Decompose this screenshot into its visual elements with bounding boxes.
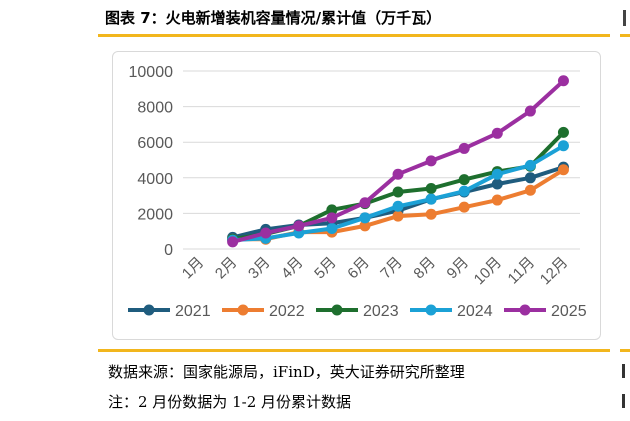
legend-swatch-marker [519, 304, 531, 316]
data-point [359, 212, 371, 224]
data-point [524, 159, 536, 171]
data-point [392, 186, 404, 198]
series-lines [227, 75, 569, 248]
y-tick-label: 2000 [137, 206, 173, 223]
data-point [458, 185, 470, 197]
legend-swatch-marker [331, 304, 343, 316]
y-tick-label: 8000 [137, 100, 173, 117]
data-point [326, 223, 338, 235]
data-point [491, 168, 503, 180]
legend-entry-2022: 2022 [222, 303, 305, 320]
legend-swatch-marker [143, 304, 155, 316]
data-point [293, 220, 305, 232]
x-tick-label: 9月 [444, 254, 473, 283]
y-tick-label: 10000 [129, 64, 174, 81]
legend-swatch-marker [237, 304, 249, 316]
legend-label: 2024 [457, 303, 493, 320]
x-tick-label: 10月 [471, 254, 505, 288]
data-point [425, 155, 437, 167]
data-point [359, 220, 371, 232]
data-point [491, 178, 503, 190]
data-point [425, 208, 437, 220]
line-chart: 0 2000 4000 6000 8000 10000 1月 2月 3月 4月 5月 6月 7月 8月 9… [128, 64, 587, 320]
y-tick-label: 6000 [137, 135, 173, 152]
series-2025 [227, 75, 569, 248]
data-point [326, 212, 338, 224]
data-point [557, 75, 569, 87]
data-point [458, 201, 470, 213]
data-point [491, 194, 503, 206]
data-point [425, 182, 437, 194]
data-point [359, 197, 371, 209]
x-tick-label: 7月 [377, 254, 406, 283]
y-tick-label: 0 [164, 242, 173, 259]
figure-title: 图表 7：火电新增装机容量情况/累计值（万千瓦） [105, 9, 442, 27]
data-point [392, 200, 404, 212]
x-tick-label: 2月 [212, 254, 241, 283]
title-rule [98, 34, 610, 37]
data-point [392, 168, 404, 180]
data-point [425, 193, 437, 205]
data-point [260, 227, 272, 239]
x-tick-label: 8月 [410, 254, 439, 283]
x-tick-label: 1月 [179, 254, 208, 283]
x-tick-label: 3月 [245, 254, 274, 283]
legend-label: 2023 [363, 303, 399, 320]
legend-swatch-marker [425, 304, 437, 316]
x-tick-label: 12月 [537, 254, 571, 288]
source-rule [98, 349, 610, 352]
data-point [326, 204, 338, 216]
legend-entry-2024: 2024 [410, 303, 493, 320]
data-point [458, 142, 470, 154]
title-rule-adjacent [620, 34, 630, 37]
x-tick-label: 11月 [505, 254, 539, 288]
data-point [524, 184, 536, 196]
legend-label: 2021 [175, 303, 211, 320]
data-point [557, 140, 569, 152]
series-line [230, 130, 566, 242]
chart-frame: 0 2000 4000 6000 8000 10000 1月 2月 3月 4月 5月 6月 7月 8月 9… [112, 51, 601, 340]
legend-entry-2025: 2025 [504, 303, 587, 320]
adjacent-column-glyph [622, 394, 630, 408]
legend-entry-2021: 2021 [128, 303, 211, 320]
legend-label: 2022 [269, 303, 305, 320]
legend: 2021 2022 2023 2024 2025 [128, 303, 587, 320]
series-2024 [227, 140, 569, 246]
data-point [557, 126, 569, 138]
data-point [491, 127, 503, 139]
adjacent-column-glyph [622, 364, 630, 378]
y-axis-tick-labels: 0 2000 4000 6000 8000 10000 [129, 64, 174, 259]
x-tick-label: 4月 [278, 254, 307, 283]
data-point [458, 174, 470, 186]
data-point [227, 236, 239, 248]
x-tick-label: 6月 [344, 254, 373, 283]
data-source-note: 数据来源：国家能源局，iFinD，英大证券研究所整理 [108, 363, 465, 381]
adjacent-column-edge [623, 10, 626, 26]
legend-label: 2025 [551, 303, 587, 320]
source-rule-adjacent [620, 349, 630, 352]
footnote: 注：2 月份数据为 1-2 月份累计数据 [108, 393, 352, 411]
gridlines [183, 70, 580, 250]
legend-entry-2023: 2023 [316, 303, 399, 320]
data-point [524, 105, 536, 117]
data-point [557, 164, 569, 176]
data-point [392, 210, 404, 222]
data-point [524, 172, 536, 184]
y-tick-label: 4000 [137, 171, 173, 188]
x-tick-label: 5月 [311, 254, 340, 283]
